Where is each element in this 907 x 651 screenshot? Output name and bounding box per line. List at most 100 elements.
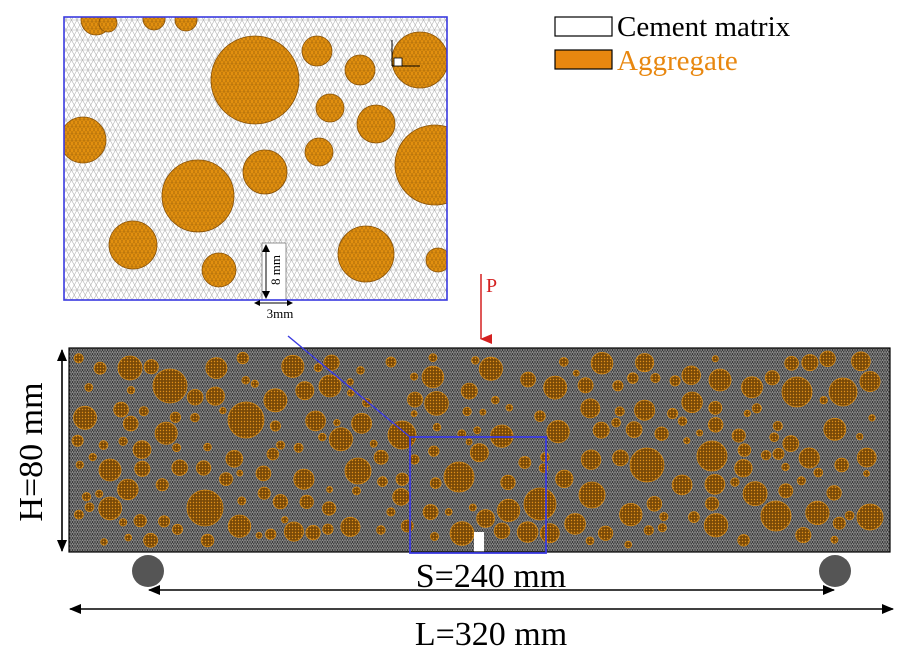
beam-aggregate (683, 437, 691, 445)
zoom-leader-line (287, 335, 411, 438)
beam-aggregate (443, 461, 475, 493)
beam-aggregate (707, 417, 724, 433)
beam-aggregate (305, 410, 326, 432)
inset-aggregates (64, 17, 447, 288)
zoom-inset: 8 mm 3mm (63, 16, 448, 321)
beam-aggregate (236, 469, 244, 477)
beam-aggregate (369, 439, 378, 448)
beam-aggregate (734, 459, 753, 478)
beam-aggregate (832, 516, 846, 530)
beam-aggregate (227, 514, 252, 538)
beam-aggregate (276, 440, 286, 450)
beam-aggregate (152, 368, 188, 404)
beam-aggregate (95, 489, 104, 498)
inset-aggregate-mesh (357, 105, 395, 143)
beam-aggregate (769, 432, 779, 443)
beam-aggregate (98, 458, 122, 482)
beam-aggregate (84, 383, 94, 392)
beam-aggregate (205, 386, 225, 406)
beam-aggregate (614, 406, 625, 417)
beam-aggregate (540, 452, 550, 462)
beam-aggregate (742, 481, 768, 507)
beam-aggregate (93, 361, 107, 375)
beam-aggregate (760, 500, 792, 532)
beam-aggregate (321, 501, 337, 516)
beam-aggregate (385, 356, 397, 368)
beam-aggregate (283, 521, 304, 542)
beam-aggregate (421, 365, 445, 389)
notch-width-label: 3mm (267, 306, 294, 321)
beam-aggregate (826, 485, 842, 501)
beam-aggregate (113, 401, 129, 418)
inset-aggregate-mesh (143, 17, 165, 30)
beam-aggregate (190, 412, 200, 423)
beam-aggregate (255, 532, 263, 539)
beam-aggregate (796, 476, 806, 486)
beam-aggregate (119, 518, 128, 527)
beam-aggregate (520, 371, 536, 388)
load-arrow: P (480, 274, 497, 344)
notch-depth-arrow-bottom (262, 291, 270, 299)
beam-aggregate (138, 406, 149, 417)
beam-aggregate (585, 536, 595, 546)
legend-label-cement: Cement matrix (617, 11, 791, 43)
beam-aggregate (629, 447, 665, 483)
beam-aggregate (171, 459, 188, 476)
legend-swatch-aggregate (554, 49, 613, 70)
beam-aggregate (493, 522, 511, 540)
beam-aggregate (558, 357, 569, 367)
beam-aggregate (373, 449, 389, 465)
notch-depth-arrow-top (262, 244, 270, 252)
inset-aggregate-mesh (109, 221, 157, 269)
beam-aggregate (704, 473, 726, 495)
beam-aggregate (71, 434, 84, 447)
beam-aggregate (351, 412, 373, 434)
inset-aggregate-mesh (202, 253, 236, 287)
beam-aggregate (428, 353, 438, 363)
beam-aggregate (473, 426, 482, 435)
beam-aggregate (205, 357, 228, 380)
beam-aggregate (578, 481, 606, 509)
beam-aggregate (432, 423, 442, 432)
inset-aggregate-mesh (305, 138, 333, 166)
beam-aggregate (868, 414, 876, 422)
beam-aggregate (410, 410, 418, 418)
beam-aggregate (203, 442, 212, 452)
inset-aggregate-mesh (99, 17, 117, 32)
beam-aggregate (543, 375, 568, 400)
beam-aggregate (795, 527, 812, 544)
beam-outline (68, 347, 891, 553)
beam-aggregate (703, 513, 729, 538)
beam-aggregate (98, 496, 122, 521)
beam-aggregate (196, 460, 212, 476)
beam-aggregate (580, 398, 601, 419)
beam-aggregate (627, 372, 639, 384)
legend-label-aggregate: Aggregate (617, 45, 738, 77)
beam-aggregate (295, 381, 315, 401)
height-dimension: H=80 mm (13, 349, 67, 552)
axis-glyph-icon (391, 40, 420, 67)
beam-aggregate (84, 502, 95, 513)
beam-aggregate (344, 457, 372, 485)
beam-aggregate (805, 500, 830, 526)
beam-aggregate (468, 503, 477, 512)
beam-aggregate (305, 524, 321, 541)
beam-aggregate (225, 449, 244, 468)
beam-aggregate (266, 447, 280, 461)
beam-aggregate (856, 432, 864, 441)
beam-aggregate (619, 502, 643, 527)
beam-aggregate (634, 399, 656, 421)
height-label: H=80 mm (13, 382, 50, 521)
beam-aggregate (711, 355, 719, 363)
beam-aggregate (564, 513, 586, 535)
beam-aggregate (326, 486, 334, 493)
beam-aggregate (219, 406, 227, 415)
beam-aggregate (772, 420, 783, 431)
beam-aggregate (74, 509, 84, 520)
beam-aggregate (269, 420, 281, 432)
beam-aggregate (133, 514, 147, 528)
beam-aggregate (117, 355, 143, 381)
beam-aggregate (819, 396, 828, 405)
beam-aggregate (169, 411, 181, 423)
beam-aggregate (469, 443, 489, 463)
